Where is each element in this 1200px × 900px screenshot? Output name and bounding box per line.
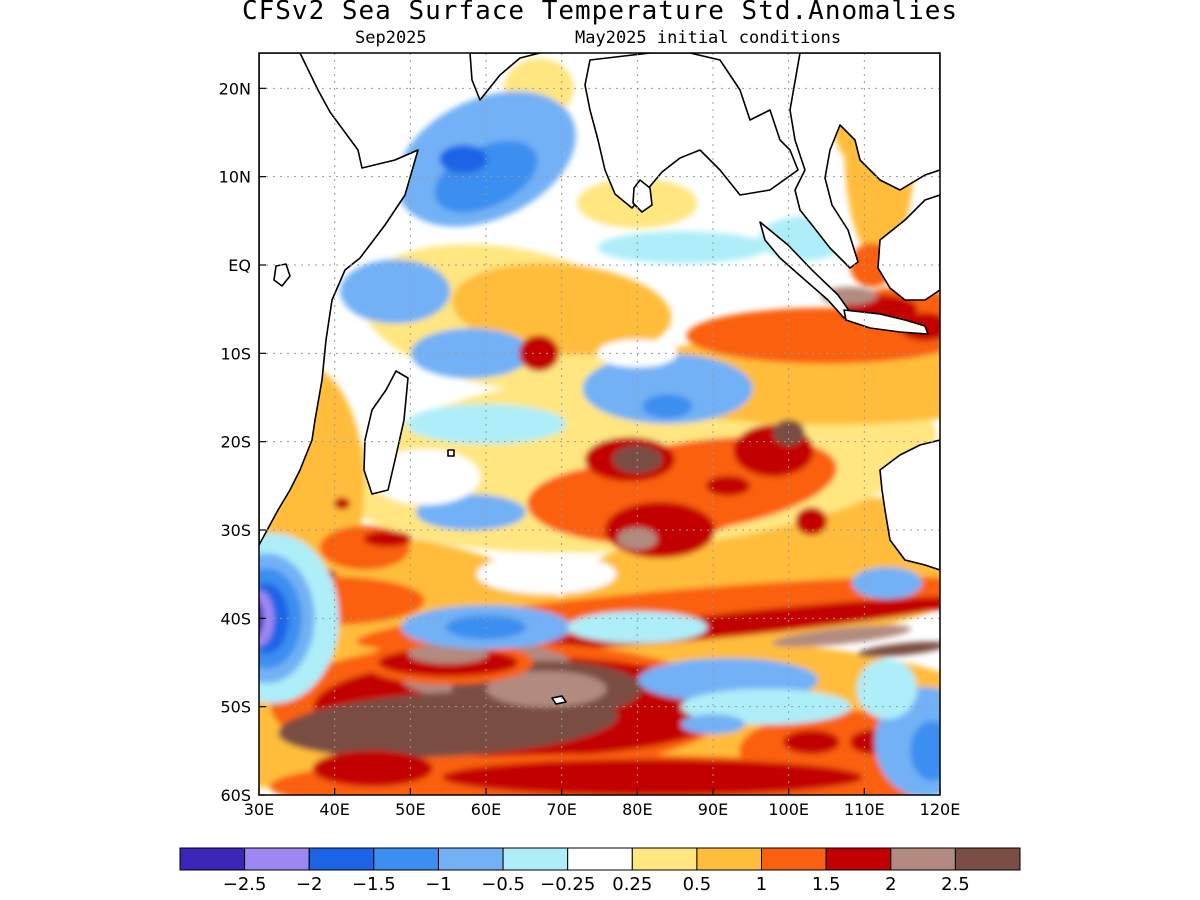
colorbar-label: −0.25 <box>540 874 595 895</box>
y-tick-label: 50S <box>220 698 251 717</box>
colorbar-label: 2.5 <box>941 874 970 895</box>
anomaly-blob <box>442 759 863 795</box>
valid-month-label: Sep2025 <box>355 28 427 48</box>
anomaly-blob <box>852 567 922 599</box>
indochina <box>789 53 940 269</box>
small-islands <box>273 263 567 705</box>
colorbar: −2.5 −2 −1.5 −1 −0.5 −0.25 0.25 0.5 1 1.5 2 2.5 <box>179 847 1021 895</box>
anomaly-blob <box>476 554 617 595</box>
anomaly-blob <box>771 625 912 647</box>
colorbar-swatch <box>308 847 375 871</box>
y-tick-label: 10S <box>220 344 251 363</box>
longitude-axis: 30E 40E 50E 60E 70E 80E 90E 100E 110E 120E <box>244 788 961 819</box>
colorbar-label: 1 <box>756 874 767 895</box>
anomaly-blob <box>857 641 940 657</box>
colorbar-label: 1.5 <box>812 874 841 895</box>
map-frame <box>258 52 941 796</box>
sumatra <box>759 221 851 319</box>
anomaly-blob <box>340 259 451 324</box>
anomaly-blob <box>617 527 658 550</box>
y-tick-label: 40S <box>220 609 251 628</box>
colorbar-swatch <box>373 847 439 871</box>
arabia-coastline <box>469 53 541 101</box>
anomaly-blob <box>795 507 828 536</box>
colorbar-swatch <box>502 847 569 871</box>
anomaly-blob <box>439 145 488 173</box>
anomaly-blob <box>363 530 412 547</box>
colorbar-swatch <box>890 847 956 871</box>
anomaly-blob <box>370 449 481 505</box>
colorbar-label: −1.5 <box>352 874 396 895</box>
x-tick-label: 60E <box>471 800 501 819</box>
x-tick-label: 50E <box>395 800 425 819</box>
anomaly-blob <box>486 671 607 707</box>
x-tick-label: 90E <box>698 800 728 819</box>
y-tick-label: 20N <box>219 79 251 98</box>
x-tick-label: 30E <box>244 800 274 819</box>
colorbar-swatch <box>696 847 763 871</box>
colorbar-swatch <box>631 847 698 871</box>
colorbar-swatch <box>954 847 1021 871</box>
colorbar-label: 0.25 <box>612 874 652 895</box>
x-tick-label: 70E <box>546 800 576 819</box>
y-tick-label: 20S <box>220 433 251 452</box>
graticule <box>259 53 940 795</box>
x-tick-label: 120E <box>920 800 961 819</box>
anomaly-blob <box>783 730 840 754</box>
colorbar-swatch <box>567 847 633 871</box>
y-tick-label: 60S <box>220 786 251 805</box>
colorbar-swatch <box>244 847 310 871</box>
australia <box>879 439 940 571</box>
anomaly-blob <box>857 659 917 719</box>
colorbar-label: −0.5 <box>481 874 525 895</box>
init-conditions-label: May2025 initial conditions <box>575 28 842 48</box>
x-tick-label: 80E <box>622 800 652 819</box>
anomaly-blob <box>681 714 745 735</box>
colorbar-label: 0.5 <box>683 874 712 895</box>
anomaly-blob <box>910 720 940 781</box>
india <box>584 53 799 209</box>
land-masses <box>259 53 940 705</box>
colorbar-swatch <box>438 847 504 871</box>
y-tick-label: 30S <box>220 521 251 540</box>
colorbar-swatch <box>761 847 827 871</box>
colorbar-label: 2 <box>885 874 896 895</box>
anomaly-blob <box>642 394 693 419</box>
y-tick-label: EQ <box>228 256 251 275</box>
colorbar-swatch <box>825 847 892 871</box>
x-tick-label: 100E <box>768 800 809 819</box>
madagascar <box>363 370 409 495</box>
anomaly-blob <box>597 231 768 264</box>
africa-coastline <box>259 53 419 546</box>
colorbar-label: −1 <box>425 874 452 895</box>
anomaly-blob <box>312 750 433 787</box>
anomaly-blob <box>582 353 753 424</box>
anomaly-blob <box>706 475 751 496</box>
colorbar-label: −2.5 <box>223 874 267 895</box>
anomaly-blob <box>452 263 672 356</box>
x-tick-label: 40E <box>319 800 349 819</box>
x-tick-label: 110E <box>844 800 885 819</box>
map-title: CFSv2 Sea Surface Temperature Std.Anomal… <box>241 0 959 26</box>
borneo <box>877 194 940 301</box>
y-tick-label: 10N <box>219 168 251 187</box>
colorbar-label: −2 <box>296 874 323 895</box>
java <box>843 309 929 335</box>
latitude-axis: 20N 10N EQ 10S 20S 30S 40S 50S 60S <box>219 79 266 805</box>
anomaly-blob <box>334 497 351 510</box>
colorbar-swatch <box>179 847 246 871</box>
